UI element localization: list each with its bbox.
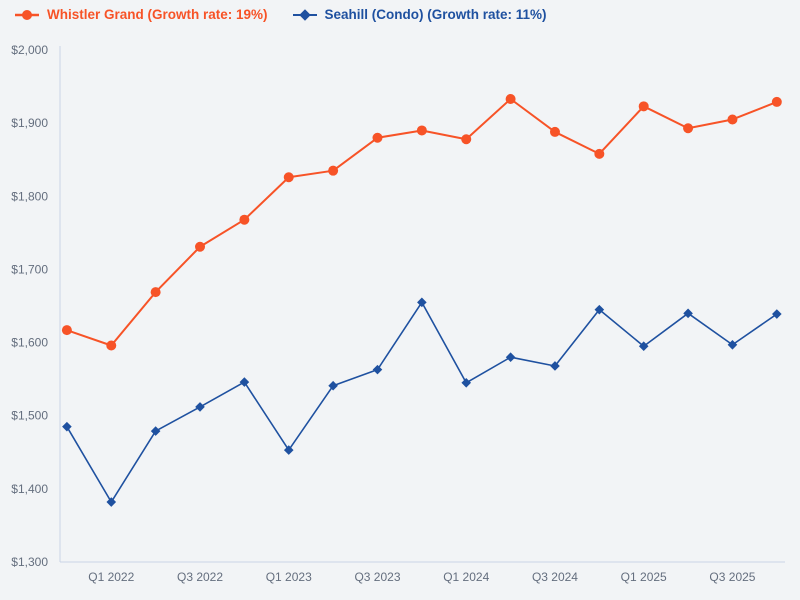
legend-label-whistler-grand: Whistler Grand (Growth rate: 19%) [47, 7, 268, 23]
y-tick-label: $1,600 [11, 336, 48, 350]
x-tick-label: Q3 2025 [709, 570, 755, 584]
y-tick-label: $1,700 [11, 262, 48, 276]
y-tick-label: $2,000 [11, 43, 48, 57]
legend-item-whistler-grand[interactable]: Whistler Grand (Growth rate: 19%) [14, 8, 268, 22]
y-tick-label: $1,800 [11, 189, 48, 203]
x-tick-label: Q3 2024 [532, 570, 578, 584]
data-point-diamond [638, 341, 649, 352]
data-point-circle [106, 340, 117, 351]
data-point-diamond [505, 352, 516, 362]
data-point-circle [283, 172, 294, 183]
data-point-circle [727, 114, 738, 125]
data-point-diamond [283, 445, 294, 455]
data-point-circle [372, 132, 383, 143]
data-point-circle [150, 287, 161, 298]
data-point-circle [239, 214, 250, 225]
data-point-diamond [106, 497, 117, 507]
y-tick-label: $1,500 [11, 409, 48, 423]
series-line-seahill-condo [66, 301, 778, 503]
legend-marker-diamond-icon [292, 9, 317, 21]
data-point-circle [416, 125, 427, 136]
data-point-diamond [461, 378, 472, 388]
data-point-circle [505, 94, 516, 105]
legend-marker-circle-icon [15, 10, 39, 20]
data-point-diamond [417, 297, 427, 308]
data-point-diamond [683, 308, 693, 319]
data-point-diamond [594, 304, 605, 315]
data-point-diamond [372, 364, 383, 375]
x-tick-label: Q1 2023 [266, 570, 312, 584]
data-point-circle [638, 101, 649, 112]
legend: Whistler Grand (Growth rate: 19%) Seahil… [14, 8, 547, 22]
data-point-diamond [195, 402, 205, 412]
data-point-circle [328, 165, 339, 176]
data-point-diamond [772, 309, 782, 319]
x-tick-label: Q3 2023 [354, 570, 400, 584]
data-point-circle [195, 241, 206, 252]
data-point-diamond [150, 426, 161, 436]
y-tick-label: $1,300 [11, 555, 48, 569]
data-point-circle [549, 126, 560, 137]
data-point-diamond [550, 361, 560, 371]
data-point-diamond [239, 377, 250, 387]
data-point-circle [461, 134, 472, 145]
x-tick-label: Q1 2025 [621, 570, 667, 584]
y-tick-label: $1,400 [11, 482, 48, 496]
data-point-diamond [328, 380, 338, 391]
series-line-whistler-grand [65, 98, 778, 347]
x-tick-label: Q3 2022 [177, 570, 223, 584]
data-point-diamond [727, 339, 738, 350]
data-point-circle [594, 148, 605, 159]
y-tick-label: $1,900 [11, 116, 48, 130]
data-point-circle [771, 96, 782, 107]
legend-item-seahill[interactable]: Seahill (Condo) (Growth rate: 11%) [292, 8, 547, 22]
data-point-circle [61, 325, 72, 336]
legend-label-seahill: Seahill (Condo) (Growth rate: 11%) [324, 7, 547, 23]
x-tick-label: Q1 2024 [443, 570, 489, 584]
x-tick-label: Q1 2022 [88, 570, 134, 584]
data-point-diamond [62, 421, 72, 432]
data-point-circle [683, 123, 694, 134]
